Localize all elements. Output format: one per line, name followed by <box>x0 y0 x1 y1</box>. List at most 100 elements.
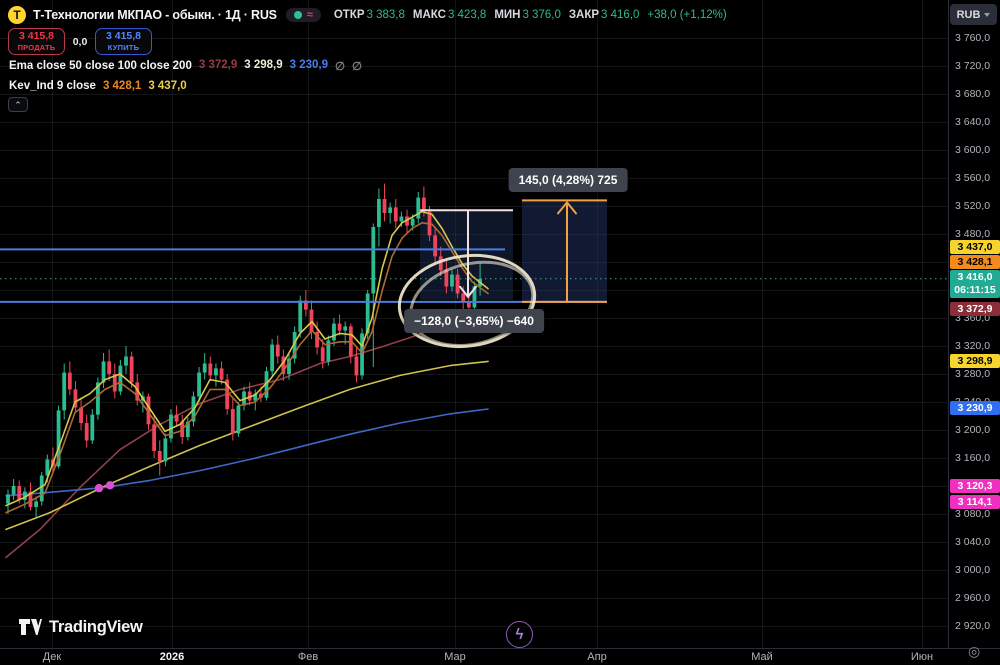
waves-icon: ≈ <box>306 9 313 21</box>
ema-50-line <box>5 309 489 559</box>
price-tick: 3 040,0 <box>955 536 991 548</box>
price-tick: 3 760,0 <box>955 32 991 44</box>
candle-down <box>281 349 286 381</box>
candle-up <box>124 346 128 374</box>
candle-down <box>247 382 252 406</box>
candle-down <box>320 339 325 369</box>
buy-price: 3 415,8 <box>105 29 142 42</box>
spread-value: 0,0 <box>72 35 88 48</box>
price-level-label: 3 428,1 <box>950 255 1000 269</box>
tradingview-logo[interactable]: TradingView <box>18 617 143 637</box>
ohlc-pair: ОТКР 3 383,8 <box>333 9 405 21</box>
candle-up <box>169 409 173 443</box>
change-value: +38,0 (+1,12%) <box>647 9 727 21</box>
symbol-logo-icon[interactable]: Т <box>8 6 26 24</box>
candle-up <box>472 281 477 311</box>
price-tick: 3 640,0 <box>955 116 991 128</box>
price-tick: 3 000,0 <box>955 564 991 576</box>
bar-countdown: 06:11:15 <box>954 284 996 296</box>
candle-down <box>152 416 157 458</box>
candle-down <box>79 398 83 430</box>
price-level-label: 3 437,0 <box>950 240 1000 254</box>
ohlc-values: ОТКР 3 383,8 МАКС 3 423,8 МИН 3 376,0 ЗАКР 3 41… <box>334 9 727 21</box>
time-tick: Июн <box>910 651 934 663</box>
indicator-name: Ema close 50 close 100 close 200 <box>9 60 192 72</box>
candle-up <box>6 489 10 514</box>
projection-drawings[interactable] <box>420 199 607 303</box>
candles-layer[interactable] <box>6 183 482 518</box>
price-tick: 3 280,0 <box>955 368 991 380</box>
candle-down <box>28 482 33 511</box>
candle-down <box>309 300 314 339</box>
currency-dropdown[interactable]: RUB <box>950 4 997 25</box>
buy-button[interactable]: 3 415,8 КУПИТЬ <box>95 28 152 55</box>
candle-down <box>112 363 117 399</box>
candle-up <box>287 354 291 380</box>
sell-price: 3 415,8 <box>18 29 55 42</box>
price-tick: 3 720,0 <box>955 60 991 72</box>
candle-down <box>219 361 224 385</box>
price-tick: 3 320,0 <box>955 340 991 352</box>
candle-up <box>292 326 297 364</box>
projection-fills <box>420 200 607 302</box>
indicator-values: 3 428,1 3 437,0 <box>103 80 187 92</box>
candle-up <box>270 339 275 376</box>
candle-down <box>67 361 72 395</box>
ohlc-pair: МАКС 3 423,8 <box>412 9 487 21</box>
candle-down <box>84 414 89 448</box>
price-tick: 3 480,0 <box>955 228 991 240</box>
candle-down <box>337 314 342 336</box>
candle-down <box>315 321 319 355</box>
indicator-row-kev[interactable]: Kev_Ind 9 close 3 428,1 3 437,0 <box>9 80 187 92</box>
indicator-value: 3 298,9 <box>244 59 283 71</box>
kev-orange-line <box>5 222 489 514</box>
price-tick: 3 160,0 <box>955 452 991 464</box>
price-tick: 3 680,0 <box>955 88 991 100</box>
ema-lines-layer <box>5 309 489 559</box>
cross-markers <box>94 481 115 493</box>
sell-button[interactable]: 3 415,8 ПРОДАТЬ <box>8 28 65 55</box>
collapse-indicators-button[interactable]: ⌃ <box>8 97 28 112</box>
time-axis[interactable]: Дек 2026 Фев Мар Апр Май Июн <box>0 648 1000 665</box>
drawn-levels[interactable] <box>0 248 607 303</box>
candle-down <box>393 199 398 229</box>
candle-up <box>388 202 393 224</box>
chevron-down-icon <box>984 12 991 17</box>
price-tick: 3 600,0 <box>955 144 991 156</box>
up-projection-fill <box>522 200 607 302</box>
ohlc-pair: МИН 3 376,0 <box>494 9 561 21</box>
down-measure-tooltip: −128,0 (−3,65%) −640 <box>404 309 544 333</box>
price-level-label: 3 372,9 <box>950 302 1000 316</box>
candle-down <box>174 405 179 427</box>
indicator-row-ema[interactable]: Ema close 50 close 100 close 200 3 372,9… <box>9 59 362 73</box>
scale-reset-icon[interactable]: ◎ <box>968 643 981 659</box>
candle-up <box>197 367 201 402</box>
ema-100-line <box>5 360 489 531</box>
candle-up <box>360 328 364 380</box>
up-measure-tooltip: 145,0 (4,28%) 725 <box>508 168 628 192</box>
current-price-label: 3 416,0 06:11:15 <box>950 270 1000 298</box>
tradingview-logo-text: TradingView <box>49 617 143 636</box>
price-level-label: 3 114,1 <box>950 495 1000 509</box>
indicator-value: ∅ <box>352 61 363 73</box>
indicator-value: 3 428,1 <box>102 80 142 92</box>
candle-down <box>455 269 460 299</box>
time-tick: 2026 <box>159 651 185 663</box>
symbol-title[interactable]: Т-Технологии МКПАО - обыкн. · 1Д · RUS <box>33 8 277 22</box>
price-tick: 3 200,0 <box>955 424 991 436</box>
candle-up <box>163 433 168 467</box>
lightning-button[interactable]: ϟ <box>506 621 533 648</box>
price-axis[interactable]: 3 760,0 3 720,0 3 680,0 3 640,0 3 600,0 3 560… <box>948 0 1000 648</box>
price-tick: 3 080,0 <box>955 508 991 520</box>
candle-up <box>202 353 207 380</box>
indicator-value: 3 230,9 <box>289 59 328 71</box>
candle-up <box>101 353 106 388</box>
candle-up <box>34 496 38 518</box>
down-projection-arrowhead-icon <box>459 285 477 299</box>
tradingview-glyph-icon <box>19 619 42 635</box>
market-open-dot-icon <box>293 11 302 19</box>
price-tick: 3 520,0 <box>955 200 991 212</box>
market-status[interactable]: ≈ <box>285 8 321 22</box>
